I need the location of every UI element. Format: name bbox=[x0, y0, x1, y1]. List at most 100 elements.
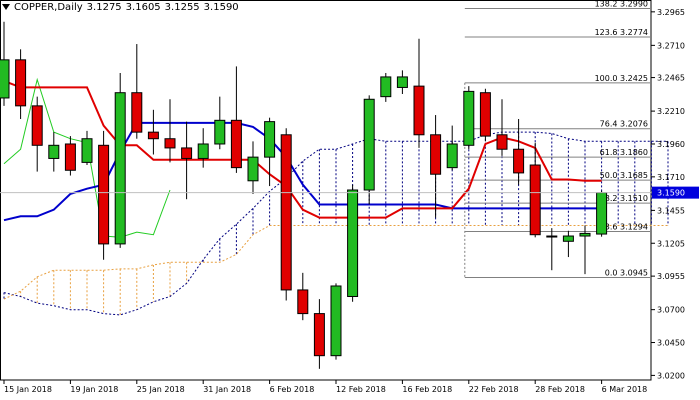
fib-level-label: 123.6 3.2774 bbox=[595, 28, 648, 37]
y-tick-label: 3.0700 bbox=[657, 306, 685, 315]
candle-body bbox=[131, 92, 143, 133]
candle[interactable] bbox=[147, 109, 159, 155]
current-price-label: 3.1590 bbox=[657, 189, 685, 198]
candle[interactable] bbox=[64, 136, 76, 176]
candles bbox=[0, 21, 608, 369]
candle[interactable] bbox=[330, 283, 342, 360]
y-tick-label: 3.0955 bbox=[657, 272, 685, 281]
x-tick-label: 31 Jan 2018 bbox=[203, 385, 251, 394]
y-tick-label: 3.0450 bbox=[657, 339, 685, 348]
candle-body bbox=[546, 235, 558, 238]
candle[interactable] bbox=[529, 142, 541, 238]
x-tick-label: 25 Jan 2018 bbox=[137, 385, 185, 394]
candle-body bbox=[496, 134, 508, 150]
fib-level-label: 100.0 3.2425 bbox=[595, 74, 648, 83]
candle-body bbox=[347, 189, 359, 298]
x-tick-label: 15 Jan 2018 bbox=[4, 385, 52, 394]
candle[interactable] bbox=[81, 130, 93, 166]
candle-body bbox=[181, 147, 193, 159]
current-price-tag bbox=[652, 186, 699, 199]
candle[interactable] bbox=[513, 118, 525, 185]
candle-body bbox=[280, 134, 292, 291]
candle-body bbox=[147, 131, 159, 140]
candle[interactable] bbox=[48, 132, 60, 172]
candle[interactable] bbox=[98, 130, 110, 260]
candle[interactable] bbox=[479, 88, 491, 142]
candle[interactable] bbox=[446, 125, 458, 171]
candle[interactable] bbox=[230, 66, 242, 173]
candle[interactable] bbox=[297, 272, 309, 321]
candle[interactable] bbox=[247, 141, 259, 194]
y-axis: 3.2965 3.2710 3.2465 3.2210 3.1960 3.1710 3.14… bbox=[651, 8, 685, 380]
candle[interactable] bbox=[31, 96, 43, 172]
candle-body bbox=[363, 98, 375, 191]
candle-body bbox=[413, 85, 425, 136]
candle[interactable] bbox=[546, 228, 558, 271]
candle-body bbox=[31, 105, 43, 146]
candle-body bbox=[48, 144, 60, 159]
candle[interactable] bbox=[131, 44, 143, 139]
fib-level-label: 23.6 3.1294 bbox=[600, 223, 648, 232]
fib-level-label: 38.2 3.1510 bbox=[600, 194, 648, 203]
candle-body bbox=[247, 156, 259, 182]
candle[interactable] bbox=[181, 121, 193, 200]
candle[interactable] bbox=[463, 86, 475, 150]
candle[interactable] bbox=[313, 299, 325, 369]
y-tick-label: 3.0200 bbox=[657, 371, 685, 380]
candle[interactable] bbox=[164, 99, 176, 163]
candle-body bbox=[396, 76, 408, 88]
y-tick-label: 3.1205 bbox=[657, 239, 685, 248]
y-tick-label: 3.2210 bbox=[657, 107, 685, 116]
candle[interactable] bbox=[430, 115, 442, 218]
candle[interactable] bbox=[363, 95, 375, 205]
candle[interactable] bbox=[197, 128, 209, 168]
y-tick-label: 3.2465 bbox=[657, 74, 685, 83]
symbol-label: COPPER,Daily bbox=[14, 2, 83, 13]
candle-body bbox=[264, 121, 276, 158]
x-tick-label: 6 Feb 2018 bbox=[270, 385, 315, 394]
candle[interactable] bbox=[562, 230, 574, 258]
triangle-down-icon[interactable] bbox=[2, 4, 10, 10]
candle-body bbox=[380, 76, 392, 98]
candle[interactable] bbox=[496, 99, 508, 156]
candle[interactable] bbox=[413, 38, 425, 148]
candle-body bbox=[98, 144, 110, 245]
chart-header: COPPER,Daily 3.1275 3.1605 3.1255 3.1590 bbox=[2, 2, 243, 13]
candle-body bbox=[197, 143, 209, 159]
open-value: 3.1275 bbox=[86, 2, 122, 13]
candle-body bbox=[214, 119, 226, 145]
candle[interactable] bbox=[280, 128, 292, 301]
y-tick-label: 3.2965 bbox=[657, 8, 685, 17]
fibonacci-levels: 138.2 3.2990 123.6 3.2774 100.0 3.2425 76.4… bbox=[464, 0, 651, 278]
candle[interactable] bbox=[214, 96, 226, 150]
candle[interactable] bbox=[347, 184, 359, 302]
candle-body bbox=[479, 92, 491, 137]
candle-body bbox=[313, 313, 325, 357]
candle-body bbox=[529, 164, 541, 236]
candle[interactable] bbox=[15, 49, 27, 119]
candle[interactable] bbox=[579, 225, 591, 275]
candle[interactable] bbox=[396, 70, 408, 95]
y-tick-label: 3.1455 bbox=[657, 206, 685, 215]
y-tick-label: 3.1960 bbox=[657, 140, 685, 149]
fib-level-label: 61.8 3.1860 bbox=[600, 148, 648, 157]
x-tick-label: 16 Feb 2018 bbox=[402, 385, 452, 394]
fib-level-label: 138.2 3.2990 bbox=[595, 0, 648, 9]
fib-level-label: 0.0 3.0945 bbox=[605, 268, 648, 277]
x-tick-label: 19 Jan 2018 bbox=[70, 385, 118, 394]
x-tick-label: 28 Feb 2018 bbox=[535, 385, 585, 394]
fib-level-label: 50.0 3.1685 bbox=[600, 171, 648, 180]
candle-body bbox=[81, 138, 93, 163]
candle[interactable] bbox=[0, 21, 10, 106]
candle-body bbox=[0, 59, 10, 99]
candle-body bbox=[230, 119, 242, 169]
candle-body bbox=[430, 134, 442, 175]
candle[interactable] bbox=[114, 72, 126, 248]
candle-body bbox=[15, 59, 27, 107]
plot-frame bbox=[0, 0, 652, 381]
candle[interactable] bbox=[596, 190, 608, 237]
candle[interactable] bbox=[380, 72, 392, 102]
low-value: 3.1255 bbox=[164, 2, 200, 13]
candle[interactable] bbox=[264, 117, 276, 187]
